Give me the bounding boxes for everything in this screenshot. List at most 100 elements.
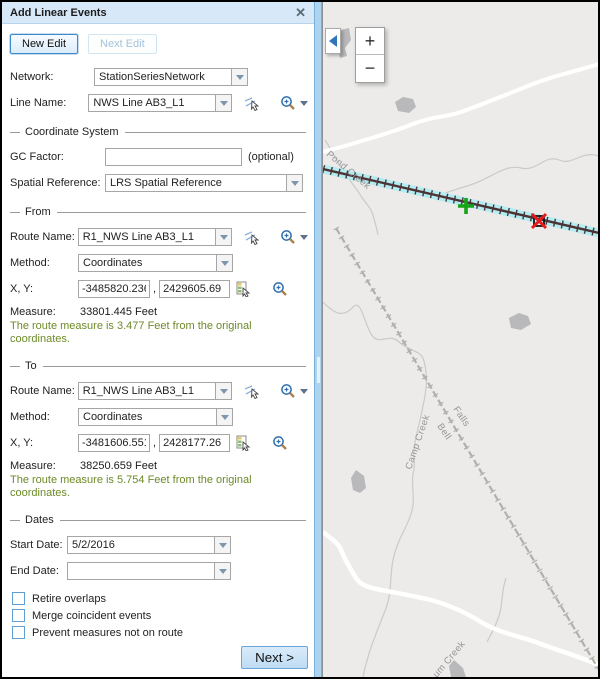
from-legend: From — [25, 206, 51, 218]
to-separator: To — [10, 360, 308, 372]
network-dropdown[interactable]: StationSeriesNetwork — [94, 68, 248, 86]
select-route-on-map-icon[interactable] — [244, 383, 260, 400]
from-separator: From — [10, 206, 308, 218]
select-route-on-map-icon[interactable] — [244, 229, 260, 246]
from-method-dropdown[interactable]: Coordinates — [78, 254, 233, 272]
camp-creek-line — [362, 357, 428, 677]
from-measure-note: The route measure is 3.477 Feet from the… — [10, 320, 252, 345]
next-button[interactable]: Next > — [241, 646, 308, 669]
from-measure-label: Measure: — [10, 306, 56, 318]
zoom-to-point-icon[interactable] — [272, 281, 288, 297]
network-value: StationSeriesNetwork — [94, 68, 231, 86]
splitter-handle[interactable] — [317, 357, 320, 383]
start-date-label: Start Date: — [10, 539, 63, 551]
creek-line — [432, 154, 598, 199]
network-label: Network: — [10, 71, 54, 83]
end-date-value — [67, 562, 214, 580]
from-measure-value: 33801.445 Feet — [80, 306, 158, 318]
pond-polygon — [351, 470, 366, 493]
to-x-input[interactable] — [78, 434, 150, 452]
gc-factor-label: GC Factor: — [10, 151, 64, 163]
retire-overlaps-checkbox[interactable] — [12, 592, 25, 605]
rail-name-label-bell: Bell — [435, 422, 454, 443]
road-line — [323, 62, 598, 154]
chevron-down-icon — [220, 414, 229, 420]
end-date-dropdown[interactable] — [67, 562, 231, 580]
end-date-dropdown-button[interactable] — [214, 562, 231, 580]
line-name-dropdown[interactable]: NWS Line AB3_L1 — [88, 94, 232, 112]
pond-polygon — [509, 313, 531, 330]
zoom-options-chevron-icon[interactable] — [300, 234, 308, 240]
rail-name-label-falls: Falls — [451, 405, 472, 429]
line-name-label: Line Name: — [10, 97, 67, 109]
panel-splitter[interactable] — [314, 2, 322, 677]
panel-body: New Edit Next Edit Network: StationSerie… — [2, 24, 314, 677]
from-method-label: Method: — [10, 257, 50, 269]
select-line-on-map-icon[interactable] — [244, 95, 260, 112]
to-method-dropdown[interactable]: Coordinates — [78, 408, 233, 426]
to-route-name-value: R1_NWS Line AB3_L1 — [77, 382, 215, 400]
zoom-in-button[interactable]: + — [356, 28, 384, 55]
to-point-marker[interactable] — [530, 212, 548, 230]
railroad-ticks — [333, 226, 598, 672]
zoom-to-route-icon[interactable] — [280, 229, 296, 245]
to-xy-label: X, Y: — [10, 437, 34, 449]
to-route-name-dropdown-button[interactable] — [215, 382, 232, 400]
retire-overlaps-label: Retire overlaps — [32, 592, 106, 605]
to-measure-label: Measure: — [10, 460, 56, 472]
prevent-measures-label: Prevent measures not on route — [32, 626, 184, 639]
chevron-down-icon — [218, 542, 227, 548]
creek-line — [486, 577, 507, 643]
new-edit-button[interactable]: New Edit — [10, 34, 79, 54]
from-xy-label: X, Y: — [10, 283, 34, 295]
to-y-input[interactable] — [159, 434, 231, 452]
pick-coordinates-icon[interactable] — [236, 435, 252, 452]
chevron-down-icon — [219, 100, 228, 106]
line-name-value: NWS Line AB3_L1 — [88, 94, 215, 112]
next-edit-button: Next Edit — [88, 34, 157, 54]
to-method-label: Method: — [10, 411, 50, 423]
to-route-name-dropdown[interactable]: R1_NWS Line AB3_L1 — [77, 382, 232, 400]
from-y-input[interactable] — [159, 280, 231, 298]
zoom-out-button[interactable]: − — [356, 55, 384, 82]
from-point-marker[interactable] — [458, 198, 474, 214]
spatial-reference-value: LRS Spatial Reference — [105, 174, 286, 192]
chevron-down-icon — [220, 260, 229, 266]
zoom-to-point-icon[interactable] — [272, 435, 288, 451]
prevent-measures-checkbox[interactable] — [12, 626, 25, 639]
start-date-dropdown[interactable]: 5/2/2016 — [67, 536, 231, 554]
creek-line — [324, 139, 379, 236]
network-dropdown-button[interactable] — [231, 68, 248, 86]
pond-polygon — [395, 97, 416, 113]
from-x-input[interactable] — [78, 280, 150, 298]
merge-coincident-events-label: Merge coincident events — [32, 609, 152, 622]
merge-coincident-events-checkbox[interactable] — [12, 609, 25, 622]
close-icon[interactable]: ✕ — [295, 5, 306, 20]
route-line[interactable] — [323, 167, 599, 234]
start-date-dropdown-button[interactable] — [214, 536, 231, 554]
to-method-dropdown-button[interactable] — [216, 408, 233, 426]
zoom-to-route-icon[interactable] — [280, 383, 296, 399]
from-method-value: Coordinates — [78, 254, 216, 272]
zoom-to-line-icon[interactable] — [280, 95, 296, 111]
spatial-reference-dropdown-button[interactable] — [286, 174, 303, 192]
line-name-dropdown-button[interactable] — [215, 94, 232, 112]
zoom-options-chevron-icon[interactable] — [300, 388, 308, 394]
railroad-line — [335, 227, 598, 671]
from-method-dropdown-button[interactable] — [216, 254, 233, 272]
pick-coordinates-icon[interactable] — [236, 281, 252, 298]
chevron-down-icon — [219, 388, 228, 394]
gc-factor-input[interactable] — [105, 148, 242, 166]
collapse-panel-button[interactable] — [325, 28, 341, 54]
from-route-name-dropdown[interactable]: R1_NWS Line AB3_L1 — [77, 228, 232, 246]
to-method-value: Coordinates — [78, 408, 216, 426]
map-canvas: Pond Creek Camp Creek Falls Bell um Cree… — [323, 28, 599, 677]
map-view[interactable]: Pond Creek Camp Creek Falls Bell um Cree… — [322, 2, 598, 677]
zoom-options-chevron-icon[interactable] — [300, 100, 308, 106]
panel-titlebar: Add Linear Events ✕ — [2, 2, 314, 24]
to-measure-note: The route measure is 5.754 Feet from the… — [10, 474, 252, 499]
spatial-reference-dropdown[interactable]: LRS Spatial Reference — [105, 174, 303, 192]
coordinate-system-legend: Coordinate System — [25, 126, 119, 138]
from-route-name-dropdown-button[interactable] — [215, 228, 232, 246]
